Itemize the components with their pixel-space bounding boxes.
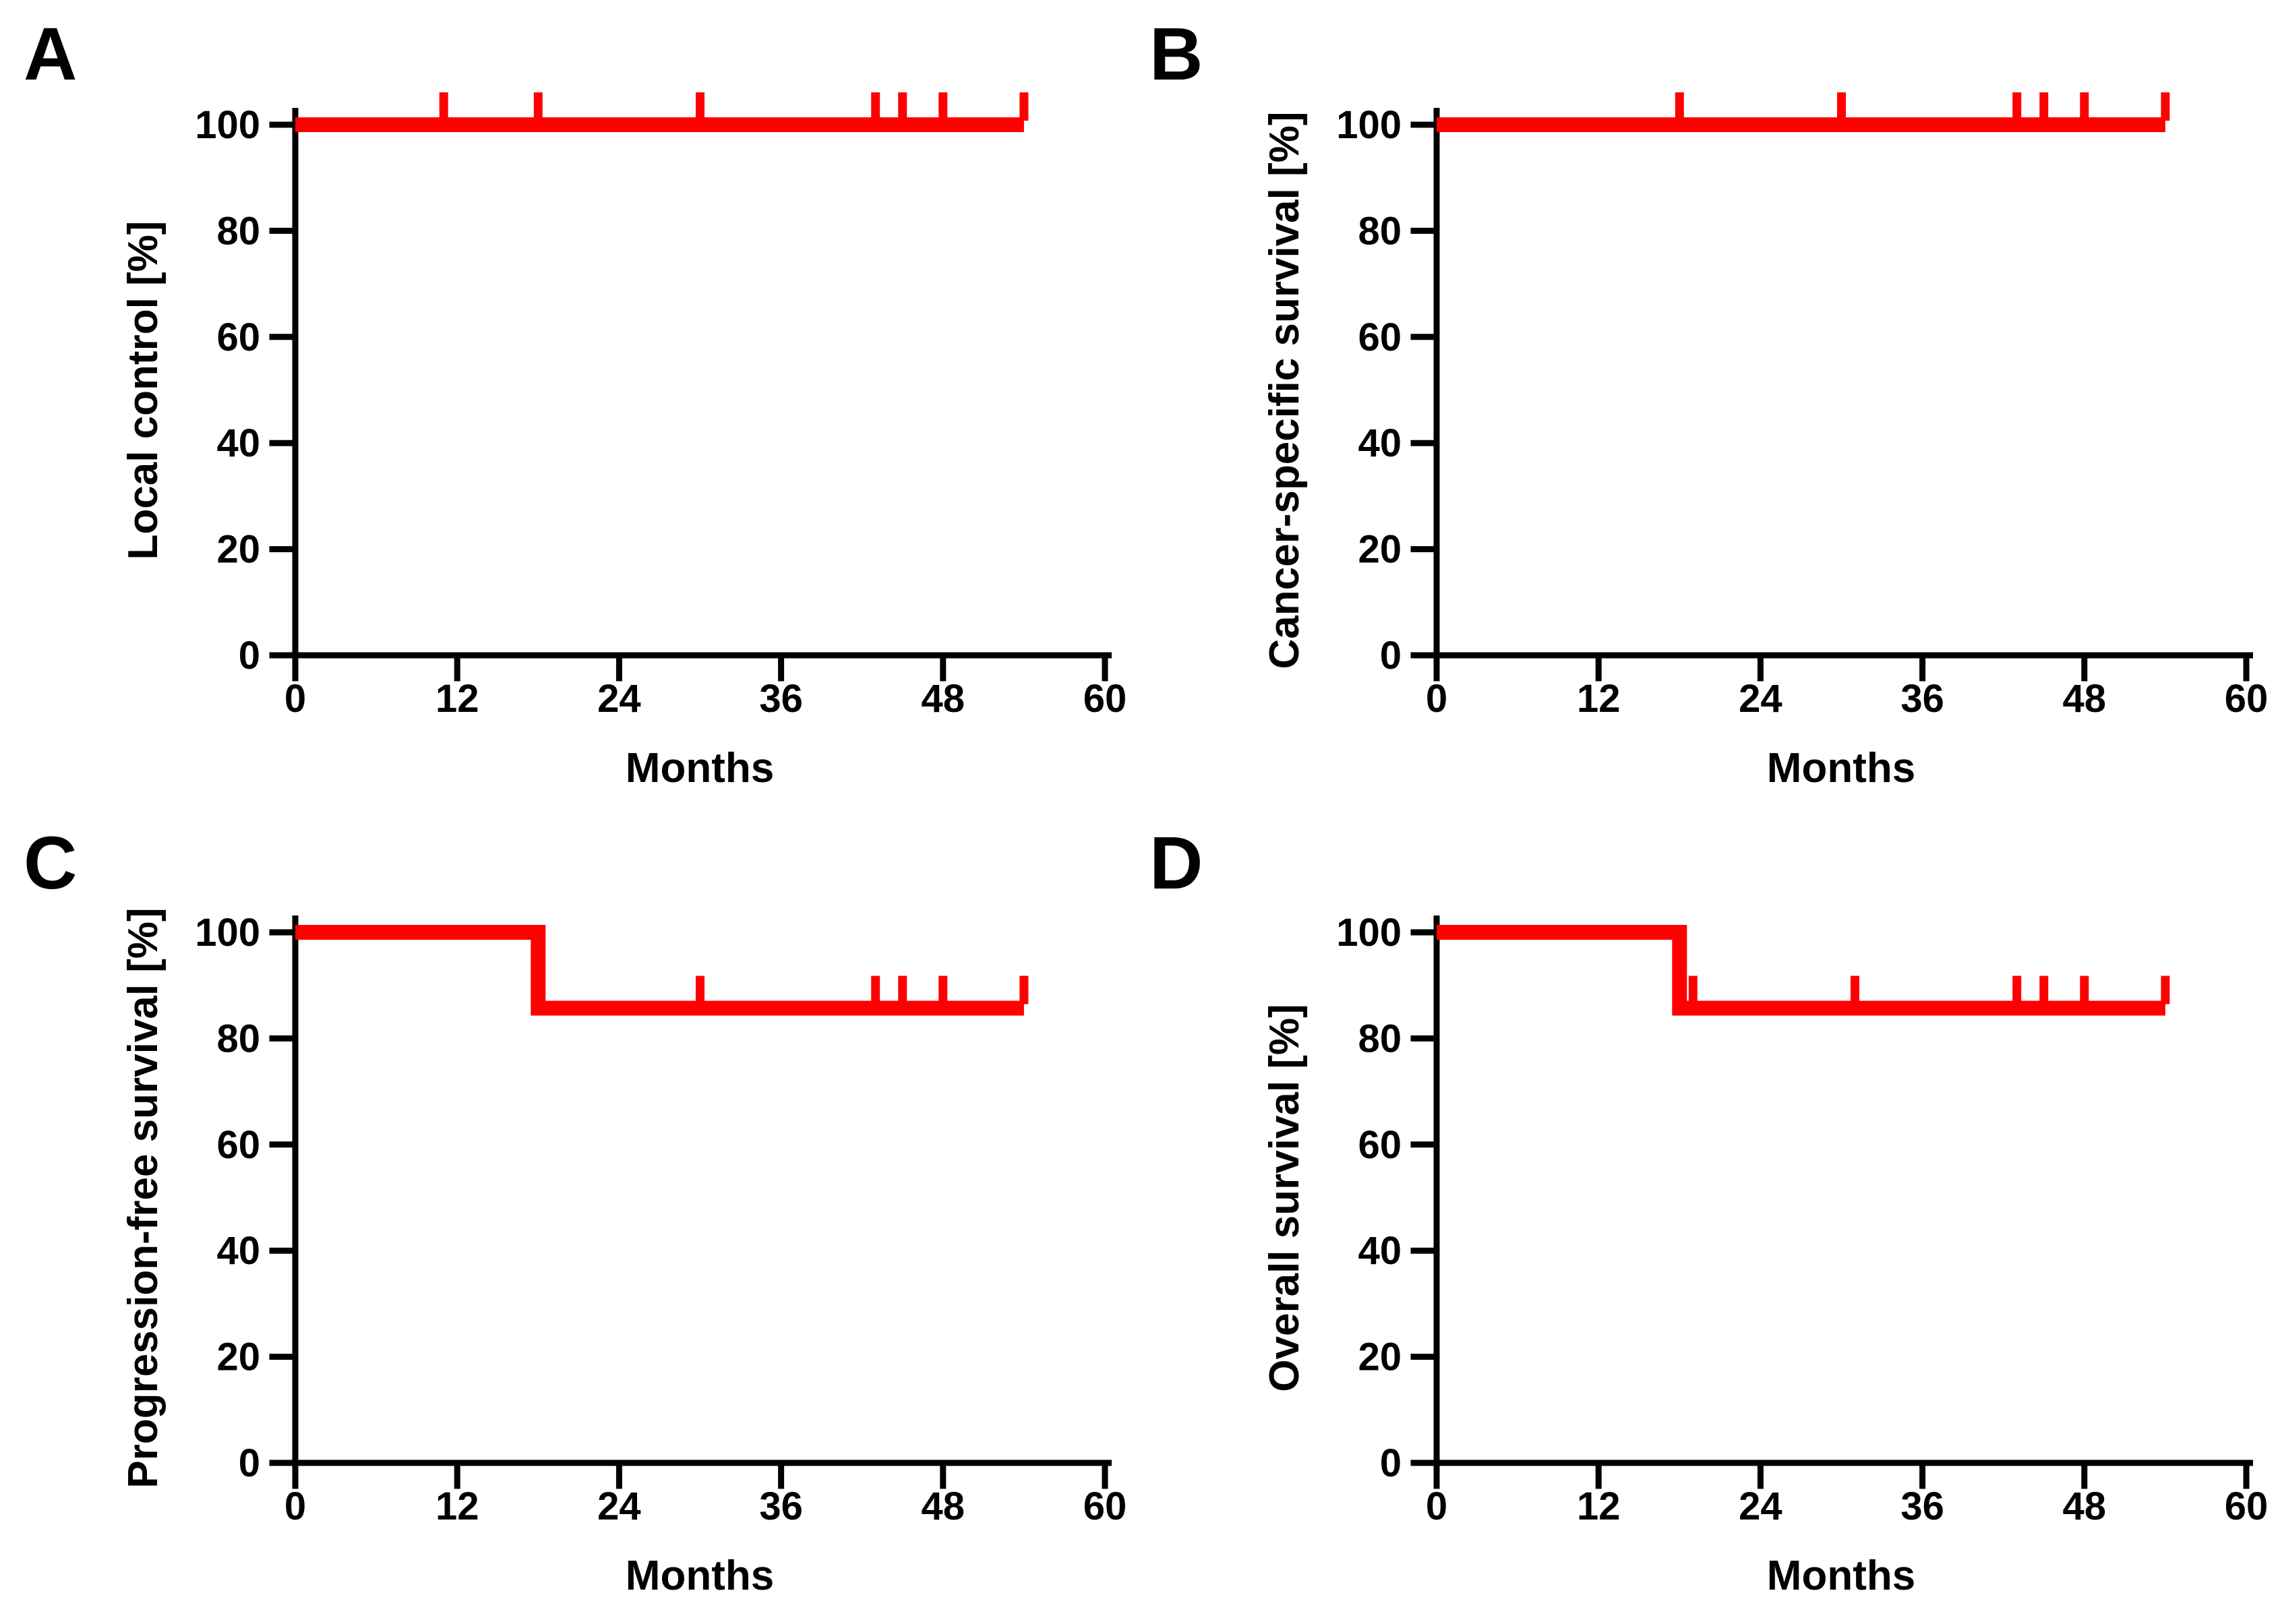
x-tick-label: 36 bbox=[759, 1484, 803, 1528]
y-tick-label: 40 bbox=[216, 421, 260, 465]
panel-letter: B bbox=[1149, 13, 1203, 96]
y-tick-label: 60 bbox=[216, 315, 260, 359]
x-tick-label: 48 bbox=[2063, 677, 2107, 721]
panel-letter: C bbox=[24, 822, 77, 905]
x-tick-label: 0 bbox=[1426, 1484, 1447, 1528]
x-tick-label: 60 bbox=[1083, 677, 1127, 721]
y-tick-label: 20 bbox=[216, 1335, 260, 1379]
x-tick-label: 24 bbox=[1739, 677, 1782, 721]
x-tick-label: 24 bbox=[1739, 1484, 1782, 1528]
x-tick-label: 12 bbox=[436, 677, 479, 721]
y-tick-label: 80 bbox=[1358, 1017, 1402, 1060]
y-tick-label: 0 bbox=[239, 1441, 260, 1485]
panel-c: 0 20 40 60 80 100 0 12 24 36 48 60 Months Progression… bbox=[24, 822, 1127, 1599]
panel-letter: D bbox=[1149, 822, 1203, 905]
y-tick-label: 100 bbox=[1336, 103, 1402, 147]
x-tick-label: 12 bbox=[436, 1484, 479, 1528]
y-tick-label: 20 bbox=[1358, 528, 1402, 572]
x-tick-label: 12 bbox=[1577, 677, 1621, 721]
y-tick-label: 40 bbox=[1358, 1229, 1402, 1273]
x-tick-label: 12 bbox=[1577, 1484, 1621, 1528]
y-tick-label: 0 bbox=[239, 634, 260, 678]
axis-title-x: Months bbox=[1767, 745, 1915, 791]
x-tick-label: 48 bbox=[2063, 1484, 2107, 1528]
x-tick-label: 60 bbox=[2225, 677, 2269, 721]
y-tick-label: 60 bbox=[216, 1123, 260, 1167]
y-tick-label: 60 bbox=[1358, 1123, 1402, 1167]
axis-title-x: Months bbox=[626, 745, 774, 791]
axes bbox=[292, 108, 1112, 659]
y-tick-label: 100 bbox=[195, 103, 260, 147]
y-tick-label: 80 bbox=[1358, 209, 1402, 253]
y-tick-label: 100 bbox=[195, 911, 260, 955]
y-tick-label: 40 bbox=[1358, 421, 1402, 465]
y-tick-label: 60 bbox=[1358, 315, 1402, 359]
panel-letter: A bbox=[24, 13, 77, 96]
axis-title-y: Local control [%] bbox=[120, 221, 167, 560]
axis-title-y: Cancer-specific survival [%] bbox=[1261, 111, 1308, 669]
x-tick-label: 0 bbox=[284, 677, 306, 721]
x-tick-label: 24 bbox=[597, 677, 641, 721]
axes bbox=[292, 915, 1112, 1466]
axis-title-x: Months bbox=[1767, 1553, 1915, 1599]
survival-curve bbox=[295, 925, 1024, 1016]
x-tick-label: 36 bbox=[1900, 677, 1944, 721]
survival-curve bbox=[1437, 925, 2165, 1016]
y-tick-label: 20 bbox=[1358, 1335, 1402, 1379]
x-tick-label: 48 bbox=[922, 677, 965, 721]
x-tick-label: 36 bbox=[759, 677, 803, 721]
y-tick-label: 80 bbox=[216, 1017, 260, 1060]
y-tick-label: 100 bbox=[1336, 911, 1402, 955]
y-tick-label: 0 bbox=[1380, 634, 1402, 678]
axis-title-x: Months bbox=[626, 1553, 774, 1599]
axes bbox=[1433, 915, 2253, 1466]
y-tick-label: 80 bbox=[216, 209, 260, 253]
y-tick-label: 20 bbox=[216, 528, 260, 572]
x-tick-label: 0 bbox=[1426, 677, 1447, 721]
y-tick-label: 40 bbox=[216, 1229, 260, 1273]
x-tick-label: 24 bbox=[597, 1484, 641, 1528]
x-tick-label: 60 bbox=[1083, 1484, 1127, 1528]
x-tick-label: 48 bbox=[922, 1484, 965, 1528]
panel-a: 0 20 40 60 80 100 0 12 24 36 48 60 Months Local contr… bbox=[24, 13, 1127, 791]
x-tick-label: 36 bbox=[1900, 1484, 1944, 1528]
panel-b: 0 20 40 60 80 100 0 12 24 36 48 60 Months Cancer-spec… bbox=[1149, 13, 2268, 791]
y-tick-label: 0 bbox=[1380, 1441, 1402, 1485]
axis-title-y: Progression-free survival [%] bbox=[120, 907, 167, 1488]
axes bbox=[1433, 108, 2253, 659]
axis-title-y: Overall survival [%] bbox=[1261, 1004, 1308, 1392]
x-tick-label: 0 bbox=[284, 1484, 306, 1528]
panel-d: 0 20 40 60 80 100 0 12 24 36 48 60 Months Overall sur… bbox=[1149, 822, 2268, 1599]
x-tick-label: 60 bbox=[2225, 1484, 2269, 1528]
